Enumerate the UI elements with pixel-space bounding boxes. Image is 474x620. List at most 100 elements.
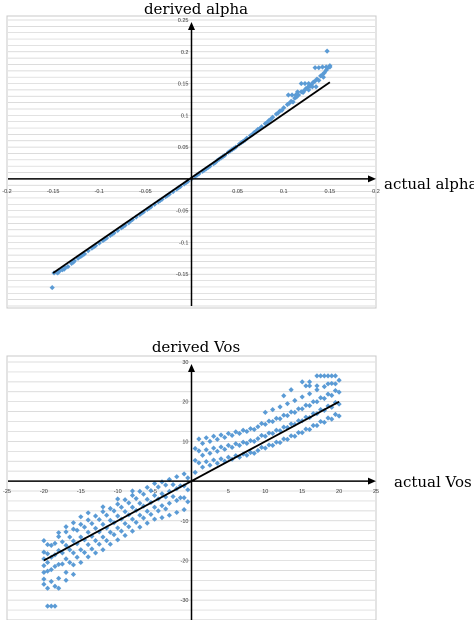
data-point	[152, 480, 158, 487]
data-point	[310, 411, 316, 417]
data-point	[295, 92, 302, 98]
data-point	[199, 440, 206, 446]
chart-1-x-axis-arrow	[368, 175, 376, 183]
data-point	[266, 442, 272, 448]
data-point	[332, 373, 339, 379]
data-point	[104, 538, 110, 544]
data-point	[122, 532, 128, 539]
data-point	[277, 416, 283, 422]
data-point	[336, 377, 342, 383]
data-point	[244, 452, 250, 458]
y-tick-label: -10	[181, 519, 189, 525]
data-point	[199, 452, 206, 458]
data-point	[44, 559, 51, 566]
data-point	[314, 76, 320, 82]
data-point	[107, 505, 113, 512]
y-tick-label: -0.15	[176, 272, 189, 278]
y-tick-label: 10	[182, 439, 188, 445]
data-point	[185, 499, 191, 505]
data-point	[52, 603, 58, 609]
data-point	[115, 525, 121, 531]
data-point	[255, 436, 261, 442]
data-point	[270, 442, 276, 448]
data-point	[270, 407, 276, 413]
data-point	[236, 430, 243, 437]
x-tick-label: 0.15	[325, 189, 336, 195]
data-point	[41, 549, 47, 555]
data-point	[273, 427, 279, 433]
data-point	[211, 445, 217, 451]
data-point	[166, 500, 172, 506]
data-point	[81, 524, 88, 530]
data-point	[199, 464, 206, 470]
data-point	[325, 381, 331, 387]
data-point	[100, 521, 106, 527]
x-tick-label: 5	[227, 489, 230, 495]
data-point	[174, 497, 180, 504]
data-point	[67, 534, 73, 540]
data-point	[129, 516, 136, 522]
data-point	[277, 439, 283, 446]
data-point	[286, 100, 292, 106]
data-point	[118, 528, 124, 534]
data-point	[285, 92, 291, 98]
data-point	[294, 89, 301, 95]
data-point	[196, 448, 202, 454]
data-point	[288, 421, 294, 427]
data-point	[302, 80, 308, 87]
data-point	[137, 500, 143, 506]
data-point	[273, 439, 279, 445]
data-point	[44, 603, 51, 609]
data-point	[218, 444, 224, 450]
data-point	[159, 514, 165, 521]
data-point	[332, 411, 339, 417]
data-point	[166, 512, 172, 518]
data-point	[92, 538, 99, 544]
data-point	[129, 528, 136, 534]
data-point	[310, 422, 316, 429]
data-point	[306, 383, 313, 389]
data-point	[336, 413, 342, 419]
data-point	[268, 116, 274, 122]
data-point	[321, 419, 327, 425]
data-point	[325, 403, 331, 409]
x-tick-label: -0.1	[95, 189, 104, 195]
chart-2-y-tick-labels: 30 20 10 -10 -20 -30	[181, 360, 189, 604]
data-point	[111, 532, 117, 538]
chart-2: -25 -20 -15 -10 -5 5 10 15 20 25 302010-10-20-30 …	[3, 338, 472, 620]
data-point	[115, 513, 121, 519]
data-point	[306, 391, 313, 397]
data-point	[92, 513, 99, 519]
data-point	[289, 92, 295, 98]
data-point	[85, 510, 91, 516]
data-point	[225, 442, 231, 448]
data-point	[44, 585, 51, 591]
data-point	[303, 402, 309, 408]
data-point	[163, 482, 169, 488]
data-point	[319, 64, 326, 70]
data-point	[140, 515, 147, 521]
data-point	[251, 426, 257, 433]
data-point	[284, 412, 291, 419]
data-point	[100, 509, 106, 515]
data-point	[70, 550, 77, 556]
data-point	[306, 80, 312, 87]
data-point	[96, 240, 102, 246]
data-point	[247, 437, 254, 444]
data-point	[332, 381, 339, 387]
data-point	[44, 568, 51, 574]
x-tick-label: 0.1	[280, 189, 288, 195]
data-point	[96, 516, 102, 523]
data-point	[318, 407, 324, 413]
chart-1-x-tick-labels: -0.2 -0.15 -0.1 -0.05 0.05 0.1 0.15 0.2	[2, 189, 380, 195]
data-point	[174, 509, 180, 516]
data-point	[70, 562, 77, 568]
data-point	[96, 541, 102, 547]
data-point	[314, 383, 320, 389]
data-point	[251, 129, 257, 136]
chart-2-x-axis-title: actual Vos	[394, 473, 472, 491]
data-point	[321, 70, 327, 76]
data-point	[59, 561, 65, 567]
data-point	[255, 424, 261, 430]
data-point	[303, 426, 309, 432]
